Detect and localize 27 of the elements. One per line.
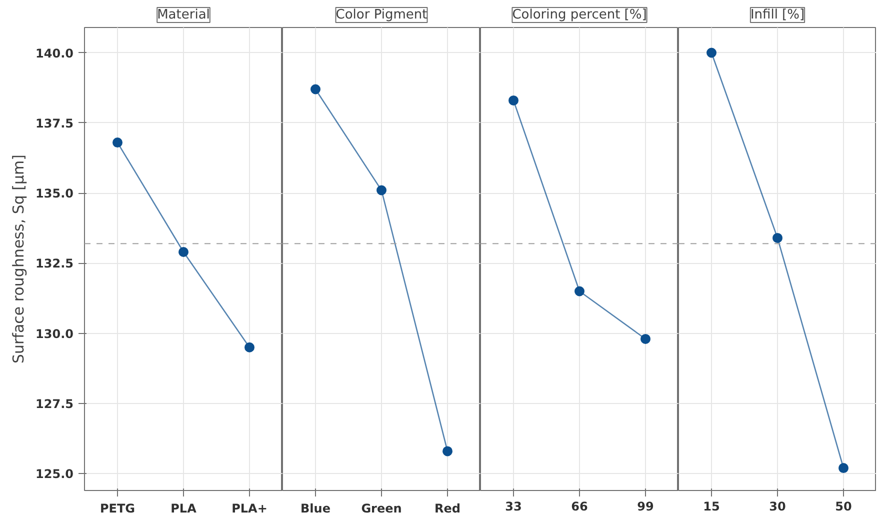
chart-title: Material	[157, 8, 210, 22]
x-tick-label: Red	[434, 502, 460, 516]
chart-title: Coloring percent [%]	[512, 8, 647, 22]
x-tick-label: 30	[769, 500, 786, 514]
y-tick-label: 132.5	[36, 256, 74, 271]
x-tick-label: Blue	[300, 502, 330, 516]
y-axis-title: Surface roughness, Sq [µm]	[10, 154, 28, 364]
y-tick-label: 130.0	[36, 326, 74, 341]
y-tick-label: 125.0	[36, 467, 74, 482]
point	[178, 246, 188, 257]
x-tick-label: PETG	[100, 502, 136, 516]
x-tick-label: 66	[571, 500, 588, 514]
chart-title: Color Pigment	[336, 8, 428, 22]
y-tick-label: 137.5	[36, 116, 74, 130]
x-tick-label: 33	[505, 500, 522, 514]
chart-title: Infill [%]	[750, 8, 805, 22]
point	[112, 138, 122, 148]
point	[244, 342, 254, 352]
x-tick-label: 99	[637, 500, 654, 514]
x-tick-label: PLA+	[232, 502, 268, 516]
x-tick-label: PLA	[170, 502, 198, 516]
x-tick-label: Green	[361, 502, 402, 516]
y-tick-label: 135.0	[36, 186, 74, 201]
y-tick-label: 140.0	[36, 46, 74, 60]
x-tick-label: 15	[703, 500, 720, 514]
y-tick-label: 127.5	[36, 397, 74, 412]
x-tick-label: 50	[835, 500, 852, 514]
